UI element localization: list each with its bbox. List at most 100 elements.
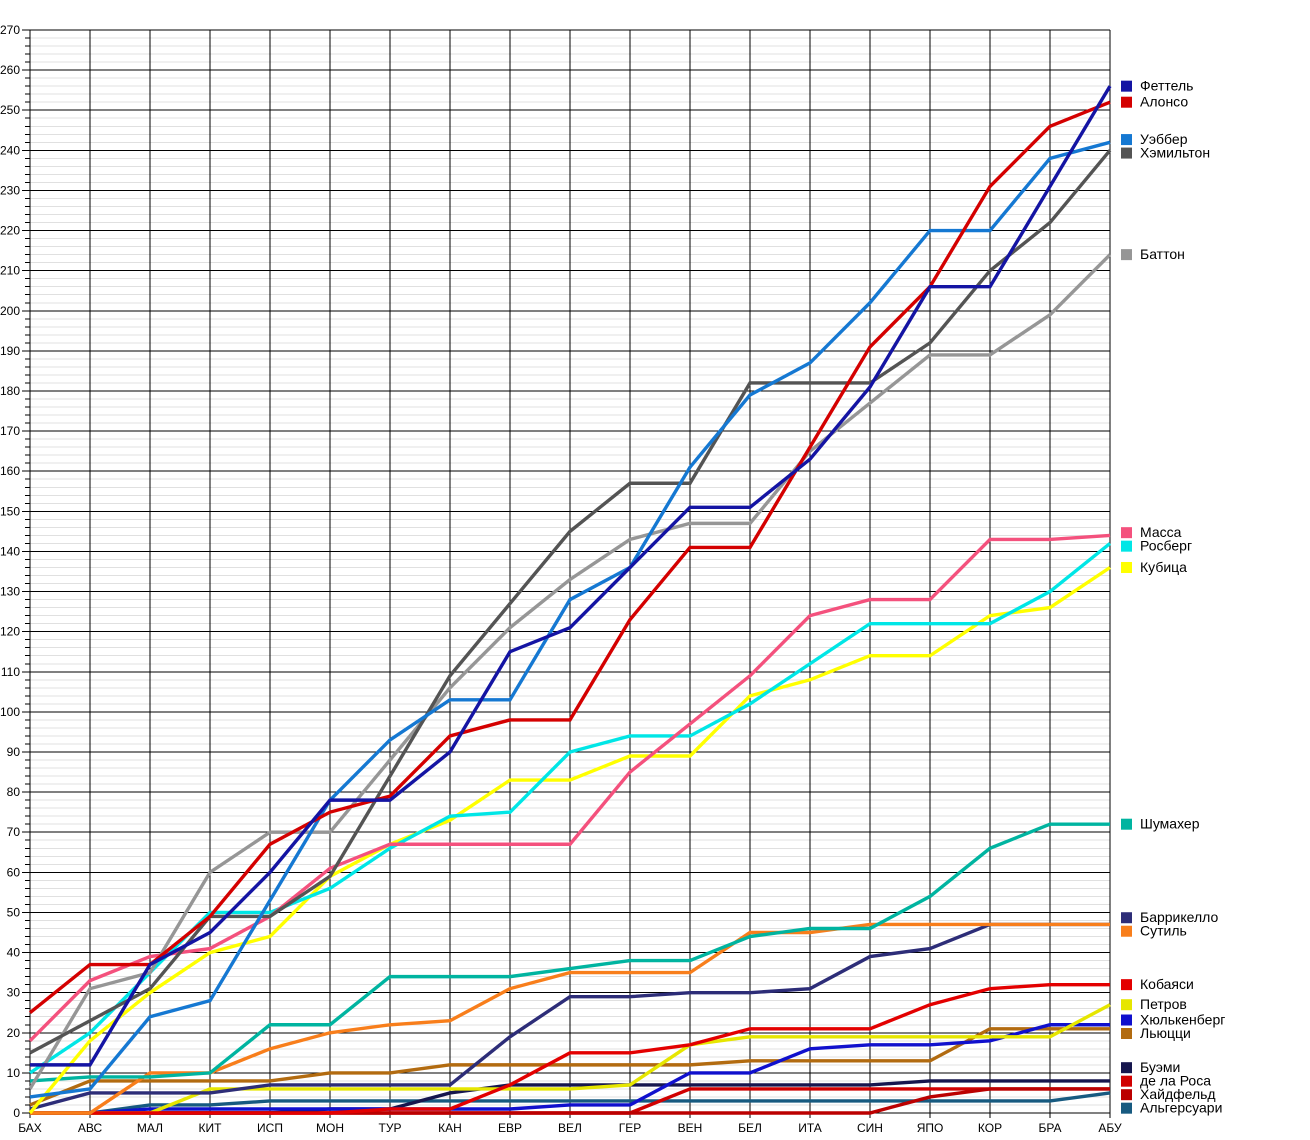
x-axis-label: АВС [78, 1121, 103, 1135]
series-line-8 [29, 822, 1110, 1083]
legend-item-16: де ла Роса [1121, 1073, 1211, 1089]
y-axis-label: 0 [13, 1106, 20, 1120]
y-axis-label: 90 [7, 745, 21, 759]
x-axis-label: КОР [978, 1121, 1002, 1135]
y-axis-label: 140 [0, 544, 20, 558]
y-axis-label: 150 [0, 504, 20, 518]
axis-labels: 0 10 20 30 40 50 60 70 80 90 100 110 120 130 140 150 160… [0, 23, 1122, 1135]
x-axis-label: БРА [1038, 1121, 1061, 1135]
y-axis-label: 80 [7, 785, 21, 799]
legend-item-11: Кобаяси [1121, 976, 1194, 992]
y-axis-label: 270 [0, 23, 20, 37]
legend-label-7: Кубица [1140, 559, 1187, 575]
legend-item-3: Хэмильтон [1121, 145, 1210, 161]
legend-label-12: Петров [1140, 996, 1187, 1012]
legend-item-14: Льюцци [1121, 1025, 1191, 1041]
legend-label-9: Баррикелло [1140, 909, 1218, 925]
legend-label-8: Шумахер [1140, 816, 1200, 832]
y-axis-label: 190 [0, 344, 20, 358]
series-line-0 [30, 85, 1112, 1067]
x-axis-label: ЯПО [917, 1121, 944, 1135]
y-axis-label: 10 [7, 1066, 21, 1080]
legend-label-16: де ла Роса [1140, 1073, 1211, 1089]
legend-swatch-15 [1121, 1062, 1132, 1074]
series-line-4 [28, 253, 1112, 1090]
y-axis-label: 170 [0, 424, 20, 438]
y-axis-label: 50 [7, 905, 21, 919]
legend-item-17: Хайдфельд [1121, 1086, 1216, 1102]
legend-swatch-18 [1121, 1102, 1132, 1114]
legend-swatch-14 [1121, 1028, 1132, 1040]
x-axis-label: АБУ [1098, 1121, 1122, 1135]
y-axis-label: 130 [0, 585, 20, 599]
x-axis-label: БЕЛ [738, 1121, 762, 1135]
y-axis-label: 20 [7, 1026, 21, 1040]
legend-swatch-3 [1121, 147, 1132, 159]
legend-item-9: Баррикелло [1121, 909, 1218, 925]
legend-item-15: Буэми [1121, 1059, 1180, 1075]
legend-item-13: Хюлькенберг [1121, 1012, 1225, 1028]
y-axis-label: 70 [7, 825, 21, 839]
legend-swatch-2 [1121, 134, 1132, 146]
legend-label-6: Росберг [1140, 538, 1192, 554]
legend-swatch-11 [1121, 979, 1132, 991]
legend-item-18: Альгерсуари [1121, 1100, 1222, 1116]
x-axis-label: СИН [857, 1121, 883, 1135]
x-axis-label: ВЕН [678, 1121, 703, 1135]
legend-item-0: Феттель [1121, 78, 1193, 94]
legend-item-1: Алонсо [1121, 94, 1188, 110]
legend-swatch-9 [1121, 912, 1132, 924]
y-axis-label: 160 [0, 464, 20, 478]
axis-ticks [22, 29, 1111, 1118]
legend-label-15: Буэми [1140, 1059, 1180, 1075]
x-axis-label: ЕВР [498, 1121, 522, 1135]
series-line-12 [30, 1003, 1111, 1115]
legend-swatch-6 [1121, 540, 1132, 552]
series-lines [28, 85, 1112, 1115]
legend-swatch-7 [1121, 561, 1132, 573]
y-axis-label: 60 [7, 865, 21, 879]
x-axis-label: МОН [316, 1121, 344, 1135]
series-line-6 [29, 542, 1112, 1075]
legend-label-14: Льюцци [1140, 1025, 1191, 1041]
y-axis-label: 110 [1, 665, 20, 679]
y-axis-label: 230 [0, 183, 20, 197]
legend-label-18: Альгерсуари [1140, 1100, 1222, 1116]
grid [29, 29, 1111, 1114]
legend-swatch-10 [1121, 925, 1132, 937]
legend-item-7: Кубица [1121, 559, 1187, 575]
y-axis-label: 250 [0, 103, 20, 117]
legend-swatch-1 [1121, 96, 1132, 108]
y-axis-label: 260 [0, 63, 20, 77]
x-axis-label: ТУР [379, 1121, 402, 1135]
legend-swatch-12 [1121, 999, 1132, 1011]
x-axis-label: БАХ [18, 1121, 42, 1135]
legend-item-4: Баттон [1121, 246, 1185, 262]
x-axis-label: КИТ [199, 1121, 223, 1135]
legend-swatch-13 [1121, 1014, 1132, 1026]
legend-swatch-8 [1121, 818, 1132, 830]
y-axis-label: 120 [0, 625, 20, 639]
y-axis-label: 240 [0, 143, 20, 157]
legend-label-5: Масса [1140, 524, 1182, 540]
y-axis-label: 30 [7, 986, 21, 1000]
legend-label-2: Уэббер [1140, 131, 1188, 147]
y-axis-label: 220 [0, 224, 20, 238]
legend-label-10: Сутиль [1140, 923, 1187, 939]
series-line-18 [30, 1091, 1111, 1115]
x-axis-label: ИТА [798, 1121, 822, 1135]
legend-label-3: Хэмильтон [1140, 145, 1210, 161]
x-axis-label: КАН [438, 1121, 462, 1135]
legend-swatch-5 [1121, 527, 1132, 539]
legend-item-5: Масса [1121, 524, 1182, 540]
y-axis-label: 210 [0, 264, 20, 278]
legend-item-10: Сутиль [1121, 923, 1187, 939]
legend-swatch-16 [1121, 1075, 1132, 1087]
legend-item-6: Росберг [1121, 538, 1192, 554]
legend-label-13: Хюлькенберг [1140, 1012, 1225, 1028]
legend-item-2: Уэббер [1121, 131, 1188, 147]
x-axis-label: ГЕР [619, 1121, 642, 1135]
series-line-11 [30, 982, 1110, 1115]
